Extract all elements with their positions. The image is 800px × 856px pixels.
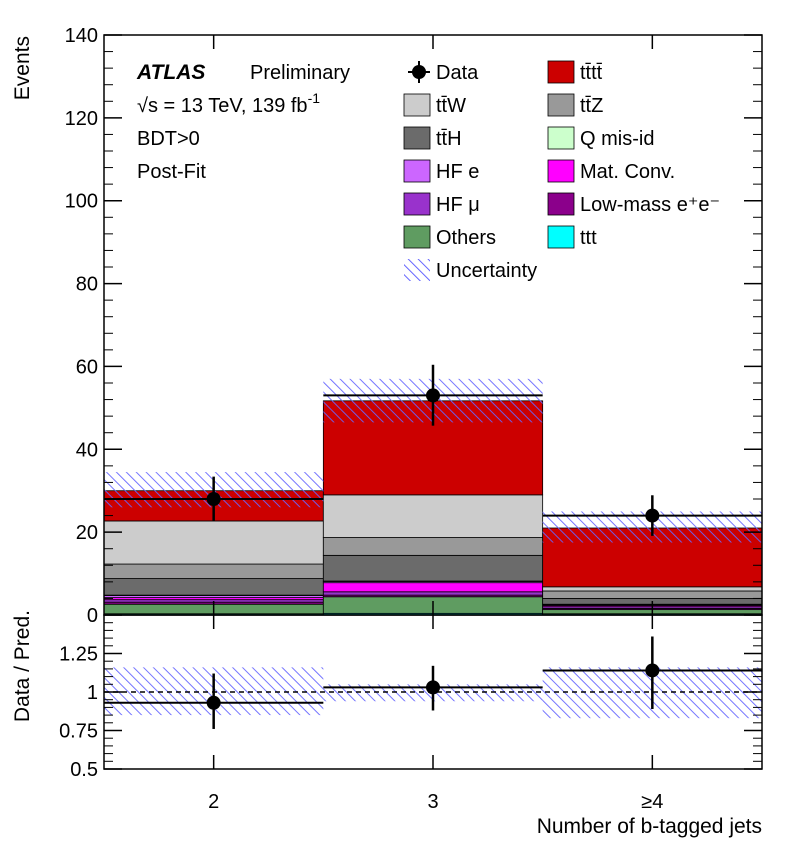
energy-label: √s = 13 TeV, 139 fb-1 bbox=[137, 90, 320, 117]
legend-swatch-tt-z bbox=[547, 93, 575, 117]
ratio-x-ticks bbox=[212, 615, 654, 769]
legend-label-mat-conv: Mat. Conv. bbox=[580, 161, 675, 183]
main-y-ticks: 0 20 40 60 80 100 120 140 bbox=[65, 25, 762, 627]
legend-label-data: Data bbox=[436, 62, 479, 84]
selection-label: BDT>0 bbox=[137, 128, 200, 150]
legend-label-tt-h: tt̄H bbox=[436, 128, 462, 150]
x-tick-label-2: 3 bbox=[427, 791, 438, 813]
ratio-point-bin-3 bbox=[645, 663, 660, 678]
x-tick-label-3: ≥4 bbox=[641, 791, 663, 813]
ratio-panel: 0.5 0.75 1 1.25 Data / Pred. bbox=[11, 610, 763, 781]
legend-label-tt-tt: tt̄tt̄ bbox=[580, 62, 603, 84]
fit-label: Post-Fit bbox=[137, 161, 206, 183]
bar-tt-w-bin-3 bbox=[542, 586, 763, 592]
legend-label-others: Others bbox=[436, 227, 496, 249]
status-label: Preliminary bbox=[250, 62, 350, 84]
legend-label-tt-z: tt̄Z bbox=[580, 95, 603, 117]
legend-swatch-hf bbox=[403, 192, 431, 216]
data-points bbox=[104, 364, 762, 536]
legend-swatch-others bbox=[403, 225, 431, 249]
bar-tt-z-bin-1 bbox=[103, 563, 324, 579]
atlas-label: ATLAS bbox=[136, 61, 205, 84]
y-tick-label-60: 60 bbox=[76, 356, 98, 378]
legend-swatch-q-mis-id bbox=[547, 126, 575, 150]
data-point-bin-3 bbox=[645, 508, 660, 523]
ratio-point-bin-2 bbox=[426, 680, 440, 695]
bar-tt-h-bin-1 bbox=[103, 578, 324, 596]
y-tick-label-80: 80 bbox=[76, 274, 98, 296]
ratio-points bbox=[104, 636, 762, 729]
legend-swatch-hf-e bbox=[403, 159, 431, 183]
legend: Data tt̄tt̄ tt̄W tt̄Z tt̄H Q mis-id HF e Mat. C… bbox=[403, 60, 720, 282]
legend-label-hf-e: HF e bbox=[436, 161, 479, 183]
y-tick-label-20: 20 bbox=[76, 522, 98, 544]
data-point-bin-2 bbox=[426, 388, 440, 403]
ratio-y-axis-label: Data / Pred. bbox=[11, 610, 34, 722]
y-tick-label-140: 140 bbox=[65, 25, 98, 47]
bar-tt-w-bin-2 bbox=[322, 494, 544, 538]
ratio-point-bin-1 bbox=[206, 695, 221, 710]
bar-tt-z-bin-3 bbox=[542, 590, 763, 599]
legend-data-marker bbox=[412, 65, 426, 79]
bar-tt-z-bin-2 bbox=[322, 537, 544, 556]
x-category-labels: 2 3 ≥4 bbox=[208, 791, 663, 813]
bar-tt-h-bin-2 bbox=[322, 554, 544, 582]
y-tick-label-40: 40 bbox=[76, 439, 98, 461]
bar-tt-w-bin-1 bbox=[103, 520, 324, 565]
legend-swatch-tt-h bbox=[403, 126, 431, 150]
legend-swatch-tt-w bbox=[403, 93, 431, 117]
x-axis-label: Number of b-tagged jets bbox=[537, 815, 762, 838]
legend-label-uncertainty: Uncertainty bbox=[436, 260, 537, 282]
legend-swatch-mat-conv bbox=[547, 159, 575, 183]
y-tick-label-100: 100 bbox=[65, 191, 98, 213]
y-axis-label: Events bbox=[11, 36, 34, 100]
legend-label-tt-w: tt̄W bbox=[436, 95, 466, 117]
main-panel: 0 20 40 60 80 100 120 140 Events ATLAS Prelimin… bbox=[11, 25, 763, 627]
data-point-bin-1 bbox=[206, 492, 221, 506]
x-tick-label-1: 2 bbox=[208, 791, 219, 813]
ratio-y-tick-label-1: 1 bbox=[87, 682, 98, 704]
legend-swatch-tt-tt bbox=[547, 60, 575, 84]
stacked-bars bbox=[103, 400, 763, 616]
legend-swatch-ttt bbox=[547, 225, 575, 249]
legend-label-hf: HF μ bbox=[436, 194, 480, 216]
legend-uncertainty-swatch bbox=[404, 259, 430, 281]
legend-label-ttt: ttt bbox=[580, 227, 597, 249]
y-tick-label-120: 120 bbox=[65, 108, 98, 130]
ratio-y-tick-label-0.5: 0.5 bbox=[70, 759, 98, 781]
legend-label-low-mass-e-e: Low-mass e⁺e⁻ bbox=[580, 194, 720, 216]
ratio-y-tick-label-0.75: 0.75 bbox=[59, 721, 98, 743]
ratio-y-ticks: 0.5 0.75 1 1.25 bbox=[59, 622, 762, 781]
bar-mat-conv-bin-2 bbox=[322, 582, 544, 593]
main-x-ticks bbox=[212, 35, 654, 615]
y-tick-label-0: 0 bbox=[87, 605, 98, 627]
bar-hf-bin-2 bbox=[322, 591, 544, 596]
ratio-y-tick-label-1.25: 1.25 bbox=[59, 644, 98, 666]
legend-swatch-low-mass-e-e bbox=[547, 192, 575, 216]
legend-label-q-mis-id: Q mis-id bbox=[580, 128, 654, 150]
